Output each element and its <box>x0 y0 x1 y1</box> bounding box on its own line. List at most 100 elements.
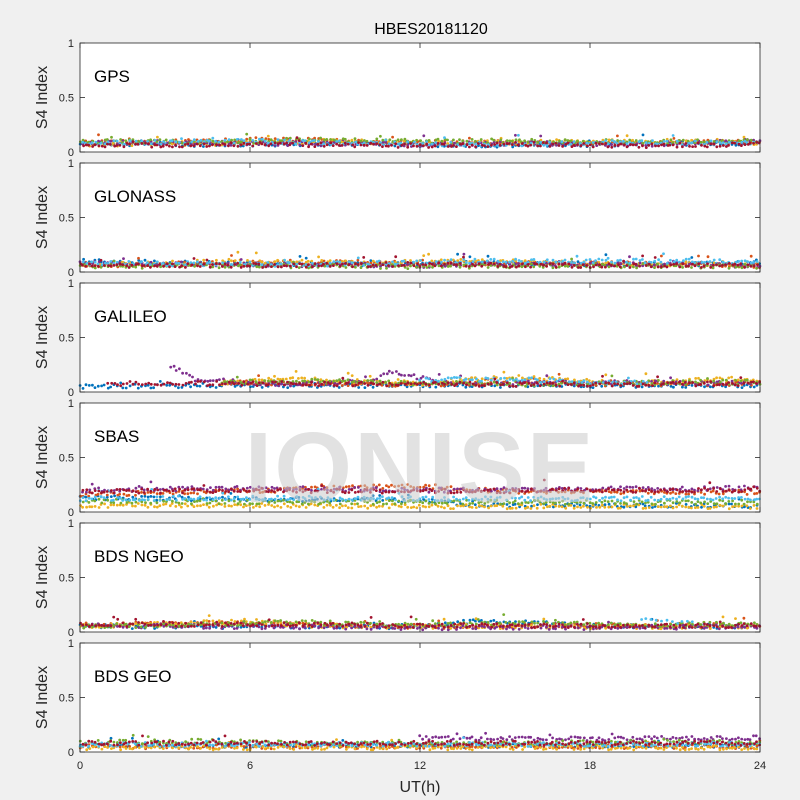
data-point <box>749 264 753 268</box>
data-point <box>100 144 104 148</box>
data-point <box>623 143 626 147</box>
data-point <box>462 263 466 267</box>
data-point <box>691 262 694 266</box>
data-point <box>273 137 277 141</box>
data-point <box>479 138 483 141</box>
data-point <box>294 142 298 146</box>
data-point <box>489 378 493 382</box>
data-point <box>628 266 632 269</box>
data-point <box>606 256 610 260</box>
data-point <box>554 142 558 145</box>
data-point <box>142 264 146 267</box>
data-point <box>282 383 286 387</box>
data-point <box>118 262 122 266</box>
data-point <box>743 505 746 509</box>
data-point <box>428 264 431 268</box>
data-point <box>133 382 137 386</box>
data-point <box>317 140 320 143</box>
data-point <box>555 138 558 142</box>
data-point <box>660 254 663 258</box>
data-point <box>96 262 100 266</box>
data-point <box>325 378 328 382</box>
data-point <box>604 265 607 269</box>
data-point <box>694 380 697 384</box>
data-point <box>586 380 589 384</box>
data-point <box>527 376 531 380</box>
data-point <box>700 266 703 269</box>
data-point <box>294 370 298 373</box>
data-point <box>186 504 190 508</box>
data-point <box>730 502 733 506</box>
data-point <box>143 258 147 262</box>
data-point <box>223 262 227 266</box>
data-point <box>712 261 716 265</box>
data-point <box>363 382 367 385</box>
data-point <box>638 264 641 268</box>
data-point <box>266 134 270 138</box>
data-point <box>242 380 246 383</box>
data-point <box>631 138 634 142</box>
data-point <box>734 265 738 269</box>
data-point <box>369 265 372 268</box>
data-point <box>560 140 564 144</box>
data-point <box>641 382 645 386</box>
data-point <box>352 379 356 383</box>
data-point <box>192 144 196 148</box>
data-point <box>190 140 194 144</box>
y-tick-label: 0.5 <box>59 93 74 105</box>
data-point <box>721 260 725 264</box>
data-point <box>140 260 144 264</box>
data-point <box>223 138 227 142</box>
data-point <box>613 261 617 265</box>
data-point <box>523 259 527 262</box>
data-point <box>300 376 304 380</box>
data-point <box>168 381 172 385</box>
data-point <box>740 141 744 144</box>
data-point <box>388 381 392 385</box>
data-point <box>391 265 395 268</box>
data-point <box>192 491 196 495</box>
data-point <box>653 256 657 259</box>
data-point <box>530 376 533 380</box>
data-point <box>335 142 338 146</box>
data-point <box>666 261 669 265</box>
data-point <box>508 377 512 381</box>
data-point <box>581 139 585 143</box>
data-point <box>181 371 185 375</box>
data-point <box>168 504 172 508</box>
data-point <box>264 265 268 269</box>
data-point <box>678 139 681 142</box>
data-point <box>430 142 434 146</box>
data-point <box>137 256 140 260</box>
data-point <box>280 380 284 383</box>
data-point <box>155 505 159 509</box>
data-point <box>223 505 227 508</box>
data-point <box>178 265 182 269</box>
data-point <box>410 145 413 148</box>
data-point <box>576 143 579 147</box>
data-point <box>464 385 468 389</box>
data-point <box>501 260 505 264</box>
data-point <box>81 387 85 390</box>
data-point <box>202 145 205 148</box>
data-point <box>455 261 458 264</box>
data-point <box>501 383 505 386</box>
data-point <box>236 144 240 148</box>
data-point <box>171 262 174 266</box>
data-point <box>465 143 469 147</box>
data-point <box>229 265 233 269</box>
data-point <box>413 382 417 385</box>
data-point <box>746 260 749 264</box>
data-point <box>251 139 255 142</box>
data-point <box>221 495 224 499</box>
data-point <box>185 371 188 375</box>
data-point <box>189 261 193 265</box>
data-point <box>115 144 119 147</box>
data-point <box>406 140 410 144</box>
data-point <box>274 380 277 384</box>
data-point <box>681 385 684 389</box>
data-point <box>755 260 759 263</box>
data-point <box>365 139 369 143</box>
data-point <box>186 262 190 265</box>
data-point <box>109 260 113 263</box>
